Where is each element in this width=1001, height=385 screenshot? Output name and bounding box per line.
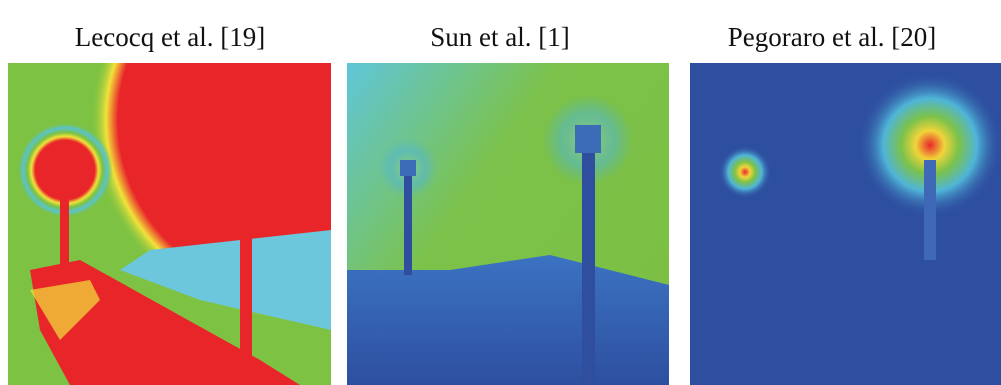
heatmap-image [690,63,1001,385]
caption: Sun et al. [1] [430,22,569,52]
caption: Lecocq et al. [19] [75,22,265,52]
figure: Lecocq et al. [19] Sun et al. [1] Pegora… [0,0,1001,385]
heatmap-image [347,63,669,385]
caption: Pegoraro et al. [20] [728,22,936,52]
